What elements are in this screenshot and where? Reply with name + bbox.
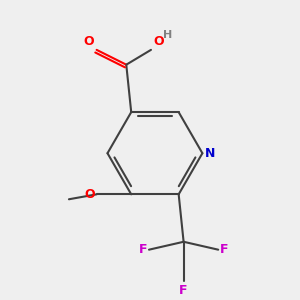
Text: O: O bbox=[84, 188, 94, 201]
Text: H: H bbox=[163, 30, 172, 40]
Text: O: O bbox=[83, 35, 94, 48]
Text: N: N bbox=[206, 147, 216, 160]
Text: F: F bbox=[220, 243, 229, 256]
Text: O: O bbox=[153, 35, 164, 48]
Text: F: F bbox=[139, 243, 147, 256]
Text: F: F bbox=[179, 284, 188, 297]
